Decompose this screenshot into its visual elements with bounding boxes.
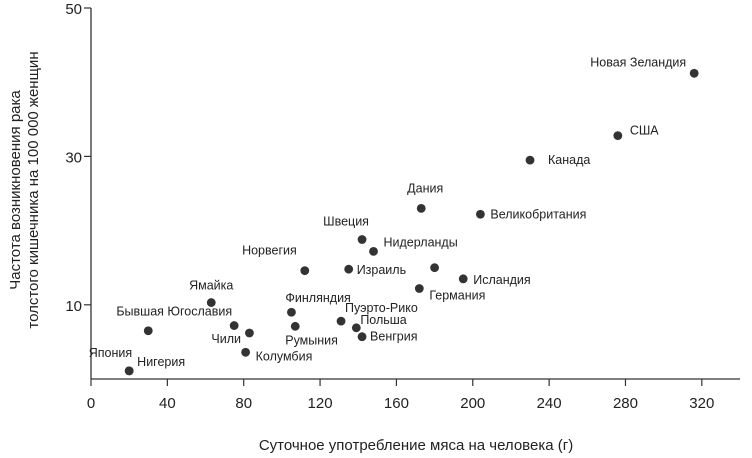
point-label: Бывшая Югославия xyxy=(116,305,232,319)
point-label: Ямайка xyxy=(189,279,233,293)
data-point xyxy=(689,68,699,78)
y-axis-title-line-2: толстого кишечника на 100 000 женщин xyxy=(25,51,42,328)
data-point xyxy=(300,266,310,276)
point-labels: Новая Зеландия США Канада Дания Великобритан… xyxy=(89,55,686,369)
point-label: Исландия xyxy=(473,273,530,287)
data-point xyxy=(416,203,426,213)
data-point xyxy=(206,298,216,307)
point-label: Дания xyxy=(407,181,443,195)
data-point xyxy=(336,316,346,326)
data-point xyxy=(613,131,623,141)
data-point xyxy=(525,155,535,165)
data-points xyxy=(124,68,699,376)
point-label: Израиль xyxy=(357,263,406,277)
y-tick-label: 30 xyxy=(65,149,82,166)
point-label: Финляндия xyxy=(285,291,350,305)
point-label: Канада xyxy=(548,153,590,167)
y-axis-title: Частота возникновения рака толстого кише… xyxy=(7,51,42,328)
data-point xyxy=(143,326,153,336)
point-label: Великобритания xyxy=(490,207,586,221)
data-point xyxy=(430,263,439,273)
y-tick-label: 50 xyxy=(65,1,82,18)
data-point xyxy=(287,307,296,317)
data-point xyxy=(229,321,239,330)
y-tick-label: 10 xyxy=(65,298,82,315)
point-label: Чили xyxy=(211,332,241,346)
data-point xyxy=(476,209,485,219)
point-label: Германия xyxy=(429,288,485,302)
x-axis-title: Суточное употребление мяса на человека (… xyxy=(259,437,573,454)
point-label: Пуэрто-Рико xyxy=(345,301,418,315)
data-point xyxy=(414,284,424,293)
point-label: Швеция xyxy=(323,215,369,229)
x-tick-label: 280 xyxy=(613,395,638,412)
x-tick-label: 120 xyxy=(308,395,333,412)
point-label: США xyxy=(630,124,659,138)
data-point xyxy=(357,332,367,342)
x-tick-label: 160 xyxy=(384,395,409,412)
point-label: Польша xyxy=(360,313,406,327)
point-label: Венгрия xyxy=(370,330,417,344)
data-point xyxy=(241,347,251,357)
data-point xyxy=(124,366,134,376)
data-point xyxy=(290,321,300,331)
x-tick-label: 200 xyxy=(460,395,485,412)
point-label: Нигерия xyxy=(137,355,185,369)
point-label: Япония xyxy=(89,346,132,360)
x-tick-label: 0 xyxy=(87,395,95,412)
data-point xyxy=(369,246,378,256)
data-point xyxy=(344,264,354,274)
point-label: Норвегия xyxy=(242,244,297,258)
data-point xyxy=(245,328,254,338)
point-label: Нидерланды xyxy=(384,235,458,249)
x-tick-label: 80 xyxy=(235,395,252,412)
x-tick-label: 320 xyxy=(689,395,714,412)
point-label: Румыния xyxy=(285,333,338,347)
data-point xyxy=(458,274,468,284)
point-label: Новая Зеландия xyxy=(590,55,686,69)
x-tick-label: 40 xyxy=(159,395,176,412)
axes xyxy=(90,8,740,380)
x-tick-label: 240 xyxy=(537,395,562,412)
data-point xyxy=(357,235,367,244)
ticks: 0 40 80 120 160 200 240 280 320 10 30 50 xyxy=(65,1,714,412)
data-point xyxy=(351,323,361,333)
y-axis-title-line-1: Частота возникновения рака xyxy=(7,90,24,290)
point-label: Колумбия xyxy=(256,349,313,363)
